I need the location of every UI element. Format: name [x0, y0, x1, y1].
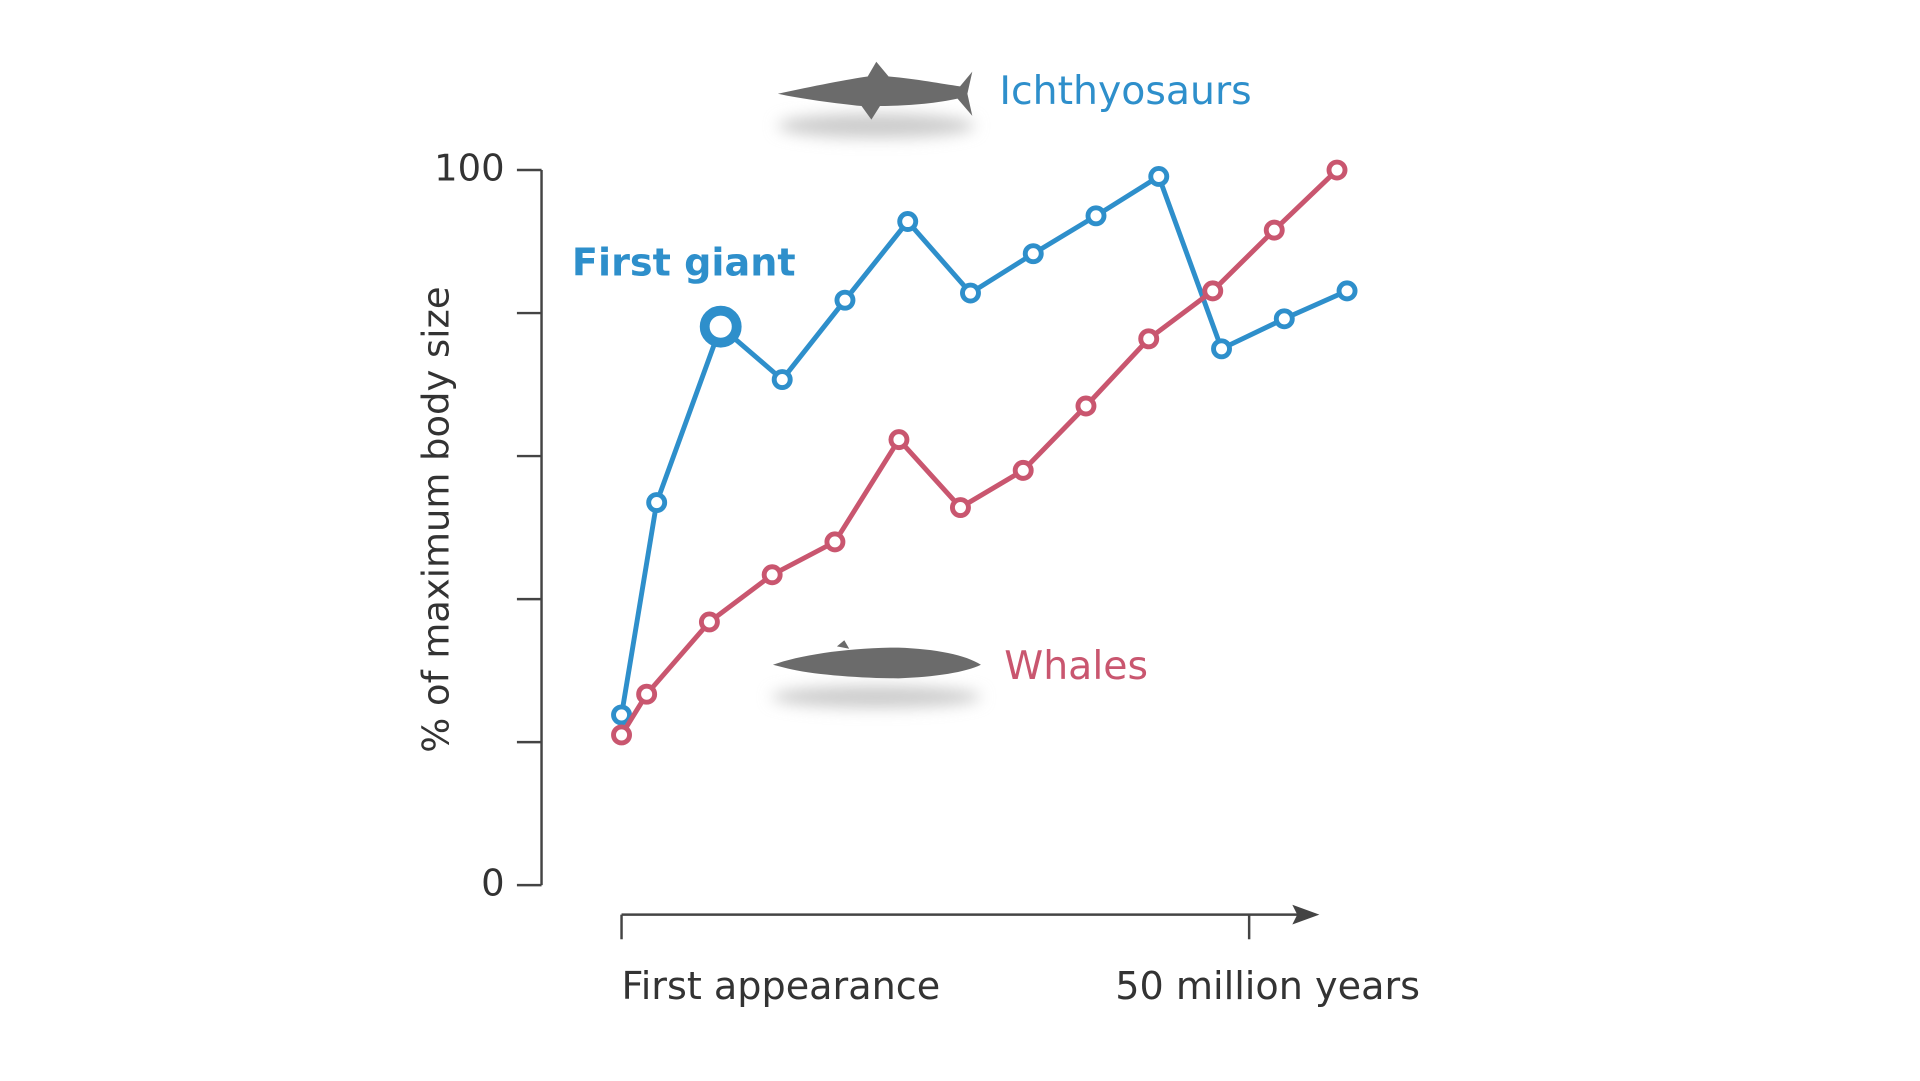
point [1148, 166, 1170, 187]
point [897, 211, 919, 232]
point [949, 497, 971, 519]
point [888, 429, 910, 451]
point [834, 289, 856, 311]
point [1326, 159, 1348, 181]
ichthyosaur-icon [777, 61, 973, 120]
point [698, 611, 720, 633]
y-axis-label: % of maximum body size [415, 286, 458, 752]
point [771, 369, 793, 391]
legend-label: Whales [1004, 643, 1148, 689]
annotation: First giant [572, 240, 796, 284]
legend-label: Ichthyosaurs [999, 68, 1251, 114]
x-tick-label: 50 million years [1115, 964, 1420, 1008]
point [824, 531, 846, 553]
point [611, 724, 632, 746]
point [1138, 328, 1160, 350]
point [1273, 308, 1295, 330]
point [1085, 205, 1107, 227]
point [1263, 219, 1285, 241]
point [1075, 395, 1097, 417]
y-tick-label: 0 [481, 862, 504, 905]
point [636, 683, 658, 705]
x-axis-arrow [1292, 904, 1320, 925]
point [1336, 280, 1358, 302]
point [1202, 280, 1224, 302]
point [761, 564, 783, 586]
point [960, 282, 981, 304]
x-tick-label: First appearance [622, 964, 941, 1008]
highlight-point [699, 305, 742, 348]
whale-icon [772, 640, 981, 679]
point [1022, 243, 1044, 265]
point [1211, 338, 1232, 360]
point [646, 492, 668, 514]
point [1012, 459, 1034, 481]
y-tick-label: 100 [434, 147, 504, 190]
shadow [777, 113, 975, 139]
point [611, 704, 632, 726]
shadow [771, 685, 981, 708]
